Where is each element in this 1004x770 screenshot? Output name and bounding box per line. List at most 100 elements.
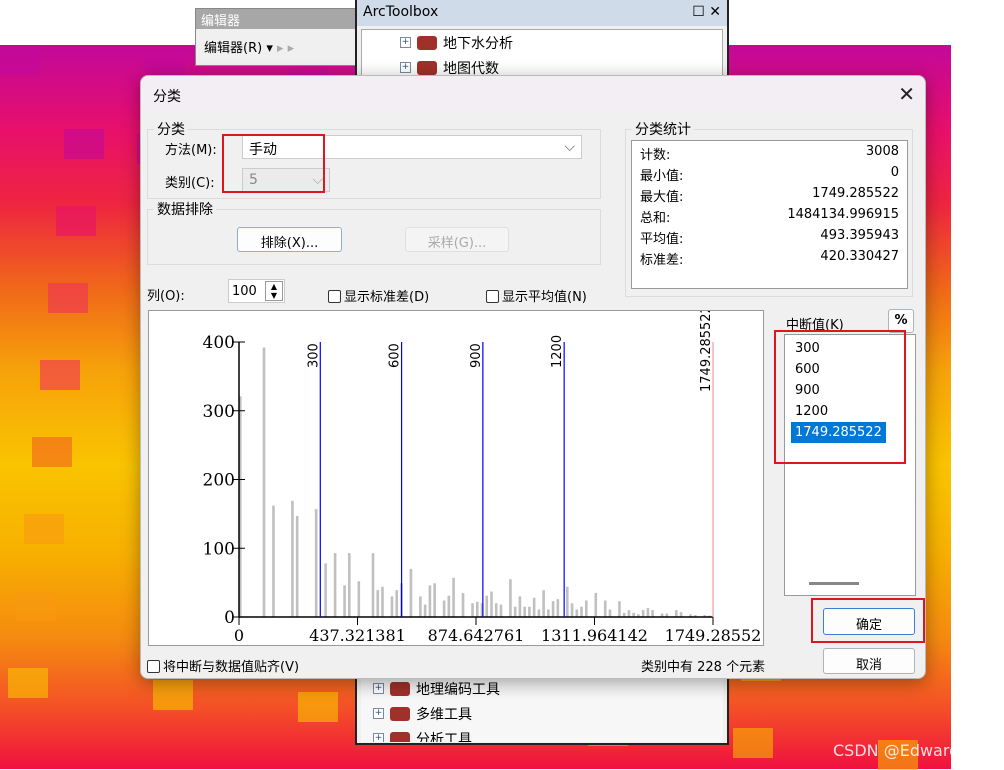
- method-value: 手动: [249, 142, 277, 158]
- histogram-bar: [675, 610, 678, 617]
- expand-icon[interactable]: +: [373, 683, 384, 694]
- histogram-bar: [703, 614, 707, 617]
- stats-value: 1484134.996915: [787, 207, 899, 222]
- histogram-bar: [480, 603, 484, 617]
- stats-row: 平均值: 493.395943: [632, 228, 907, 249]
- histogram-chart[interactable]: 0 100 200 300 400 0 437.321381 874.642761 1311.9…: [148, 310, 764, 646]
- scrollbar-thumb[interactable]: [809, 582, 859, 585]
- edit-tool-icon[interactable]: ▸ ▸: [277, 41, 295, 56]
- break-line-label: 900: [469, 343, 484, 368]
- break-value-item[interactable]: 900: [795, 383, 820, 398]
- toolbox-item[interactable]: + 地下水分析: [362, 30, 722, 55]
- columns-value: 100: [232, 284, 257, 299]
- stats-value: 1749.285522: [812, 186, 899, 201]
- spin-arrows-icon[interactable]: ▲ ▼: [265, 281, 283, 301]
- toolbox-item[interactable]: + 地图代数: [362, 55, 722, 80]
- toolbox-item[interactable]: + 分析工具: [361, 726, 723, 742]
- checkbox-icon[interactable]: [328, 290, 341, 303]
- histogram-bar: [513, 606, 517, 617]
- x-tick-label: 0: [234, 626, 244, 645]
- histogram-bar: [428, 585, 432, 617]
- histogram-bar: [660, 613, 664, 617]
- histogram-bar: [665, 613, 669, 617]
- histogram-bar: [627, 610, 631, 617]
- maximize-icon[interactable]: ☐: [692, 4, 705, 20]
- break-line-label: 1749.285522: [699, 310, 714, 392]
- ok-button[interactable]: 确定: [823, 608, 915, 635]
- expand-icon[interactable]: +: [373, 733, 384, 742]
- histogram-bar: [547, 609, 550, 617]
- close-icon[interactable]: ✕: [709, 4, 721, 20]
- show-std-checkbox[interactable]: 显示标准差(D): [328, 286, 429, 305]
- histogram-bar: [556, 599, 560, 617]
- stats-label: 最小值:: [640, 169, 684, 184]
- method-select[interactable]: 手动 ⌵: [242, 135, 582, 159]
- group-label: 数据排除: [157, 202, 213, 218]
- method-label: 方法(M):: [165, 143, 217, 158]
- editor-toolbar: 编辑器 编辑器(R) ▾ ▸ ▸: [195, 8, 360, 66]
- classes-value: 5: [249, 172, 258, 188]
- histogram-bar: [532, 597, 536, 617]
- stats-table: 计数: 3008 最小值: 0 最大值: 1749.285522 总和: 1484134.99…: [631, 140, 908, 289]
- histogram-bar: [357, 581, 361, 617]
- toolbox-icon: [390, 731, 410, 742]
- histogram-bar: [603, 600, 607, 617]
- break-value-item[interactable]: 300: [795, 341, 820, 356]
- classes-select[interactable]: 5 ⌵: [242, 168, 330, 192]
- histogram-bar: [528, 606, 531, 617]
- snap-checkbox[interactable]: 将中断与数据值贴齐(V): [147, 656, 299, 675]
- expand-icon[interactable]: +: [373, 708, 384, 719]
- stats-value: 0: [890, 165, 899, 180]
- toolbox-item[interactable]: + 多维工具: [361, 701, 723, 726]
- map-cell: [8, 668, 48, 698]
- map-cell: [153, 680, 193, 710]
- checkbox-icon[interactable]: [486, 290, 499, 303]
- histogram-bar: [324, 563, 327, 617]
- exclusion-group: 数据排除: [147, 199, 601, 265]
- histogram-bar: [542, 590, 545, 617]
- exclude-button[interactable]: 排除(X)...: [237, 227, 342, 252]
- histogram-bar: [272, 505, 275, 617]
- break-value-item[interactable]: 1200: [795, 404, 829, 419]
- y-tick-label: 200: [203, 471, 235, 491]
- editor-menu-button[interactable]: 编辑器(R): [204, 41, 263, 56]
- histogram-bar: [333, 553, 337, 617]
- map-cell: [64, 129, 104, 159]
- percent-button[interactable]: %: [888, 309, 914, 333]
- break-line-label: 1200: [550, 335, 565, 368]
- checkbox-label: 将中断与数据值贴齐(V): [163, 660, 300, 675]
- histogram-bar: [461, 592, 465, 617]
- chevron-down-icon: ⌵: [564, 139, 575, 155]
- expand-icon[interactable]: +: [400, 37, 411, 48]
- stats-row: 计数: 3008: [632, 144, 907, 165]
- arctoolbox-title: ArcToolbox: [363, 4, 439, 20]
- histogram-bar: [537, 609, 541, 617]
- checkbox-icon[interactable]: [147, 660, 160, 673]
- highlight-box: [222, 134, 325, 193]
- stats-label: 平均值:: [640, 232, 684, 247]
- dialog-title: 分类: [141, 76, 925, 113]
- dropdown-arrow-icon[interactable]: ▾: [266, 41, 273, 56]
- y-tick-label: 400: [203, 333, 235, 353]
- break-value-item[interactable]: 1749.285522: [791, 422, 886, 443]
- histogram-bar: [348, 553, 351, 617]
- histogram-bar: [475, 601, 479, 617]
- break-line-label: 600: [388, 343, 403, 368]
- break-value-item[interactable]: 600: [795, 362, 820, 377]
- stats-value: 3008: [865, 144, 899, 159]
- histogram-bar: [494, 603, 498, 617]
- close-icon[interactable]: ✕: [898, 82, 915, 106]
- x-tick-label: 437.321381: [309, 626, 406, 645]
- cancel-button[interactable]: 取消: [823, 648, 915, 674]
- stats-label: 总和:: [640, 211, 671, 226]
- expand-icon[interactable]: +: [400, 62, 411, 73]
- toolbox-item[interactable]: + 地理编码工具: [361, 676, 723, 701]
- breaks-list[interactable]: 300 600 900 1200 1749.285522: [784, 334, 916, 596]
- columns-stepper[interactable]: 100 ▲ ▼: [228, 279, 285, 303]
- sampling-button[interactable]: 采样(G)...: [405, 227, 509, 252]
- histogram-bar: [641, 610, 645, 617]
- histogram-bar: [608, 609, 612, 617]
- histogram-bar: [566, 586, 569, 617]
- histogram-bar: [485, 595, 489, 617]
- show-mean-checkbox[interactable]: 显示平均值(N): [486, 286, 587, 305]
